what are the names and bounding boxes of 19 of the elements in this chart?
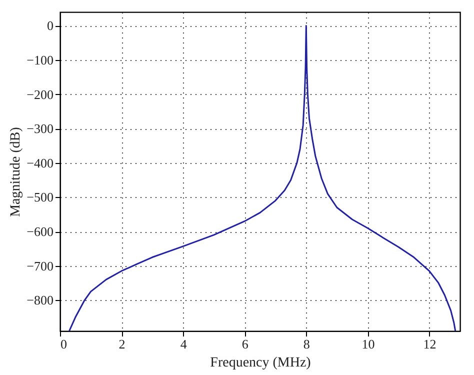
x-tick-label: 6 xyxy=(242,336,249,352)
x-tick-label: 8 xyxy=(303,336,310,352)
line-series xyxy=(68,24,456,331)
y-axis-title: Magnitude (dB) xyxy=(8,126,24,217)
y-tick-label: 0 xyxy=(47,18,54,34)
y-tick-label: −300 xyxy=(26,121,54,136)
x-tick-label: 4 xyxy=(180,336,188,352)
y-tick-label: −200 xyxy=(26,86,54,102)
x-tick-label: 10 xyxy=(362,336,375,352)
x-tick-label: 12 xyxy=(423,336,436,352)
y-tick-label: −400 xyxy=(26,155,54,170)
x-tick-label: 2 xyxy=(118,336,126,352)
y-tick-label: −100 xyxy=(26,52,54,68)
y-tick-label: −700 xyxy=(26,258,54,274)
y-tick-label: −500 xyxy=(26,190,54,205)
y-tick-label: −800 xyxy=(26,292,54,308)
x-axis-title: Frequency (MHz) xyxy=(210,356,312,370)
y-tick-label: −600 xyxy=(26,224,54,240)
x-tick-label: 0 xyxy=(60,336,67,352)
